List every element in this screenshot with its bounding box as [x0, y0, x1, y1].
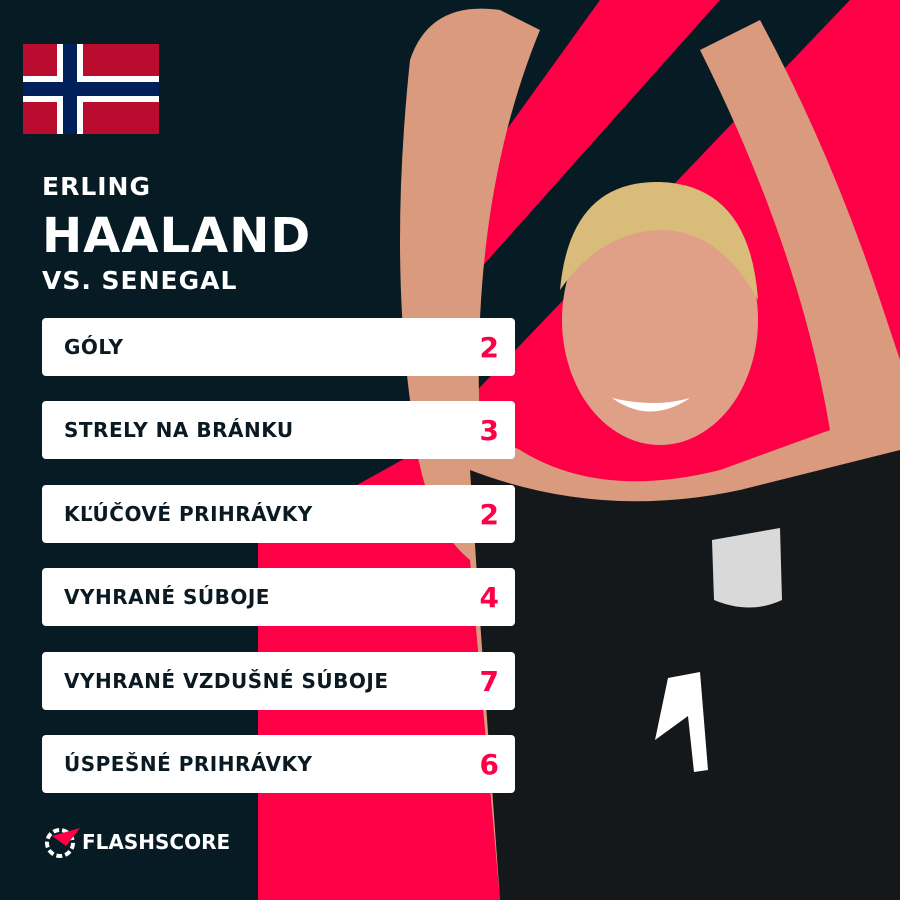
stat-row: ÚSPEŠNÉ PRIHRÁVKY 6: [42, 735, 515, 793]
stat-label: GÓLY: [64, 335, 124, 359]
opponent: VS. SENEGAL: [42, 266, 238, 295]
stat-row: KĽÚČOVÉ PRIHRÁVKY 2: [42, 484, 515, 543]
stat-value: 6: [479, 748, 499, 781]
stat-value: 3: [479, 414, 499, 448]
first-name: ERLING: [42, 172, 152, 201]
stat-row: STRELY NA BRÁNKU 3: [42, 401, 515, 460]
stat-value: 7: [479, 664, 499, 698]
stat-label: KĽÚČOVÉ PRIHRÁVKY: [64, 501, 313, 526]
stat-value: 2: [479, 331, 499, 364]
stat-label: VYHRANÉ VZDUŠNÉ SÚBOJE: [64, 668, 389, 693]
stat-label: STRELY NA BRÁNKU: [64, 418, 294, 443]
stat-row: VYHRANÉ SÚBOJE 4: [42, 568, 515, 627]
stat-row: VYHRANÉ VZDUŠNÉ SÚBOJE 7: [42, 651, 515, 710]
stat-value: 4: [479, 581, 499, 615]
stat-value: 2: [479, 497, 499, 531]
brand: FLASHSCORE: [82, 830, 231, 854]
last-name: HAALAND: [42, 208, 312, 264]
stat-label: ÚSPEŠNÉ PRIHRÁVKY: [64, 752, 313, 776]
stat-row: GÓLY 2: [42, 318, 515, 376]
stat-label: VYHRANÉ SÚBOJE: [64, 585, 270, 610]
